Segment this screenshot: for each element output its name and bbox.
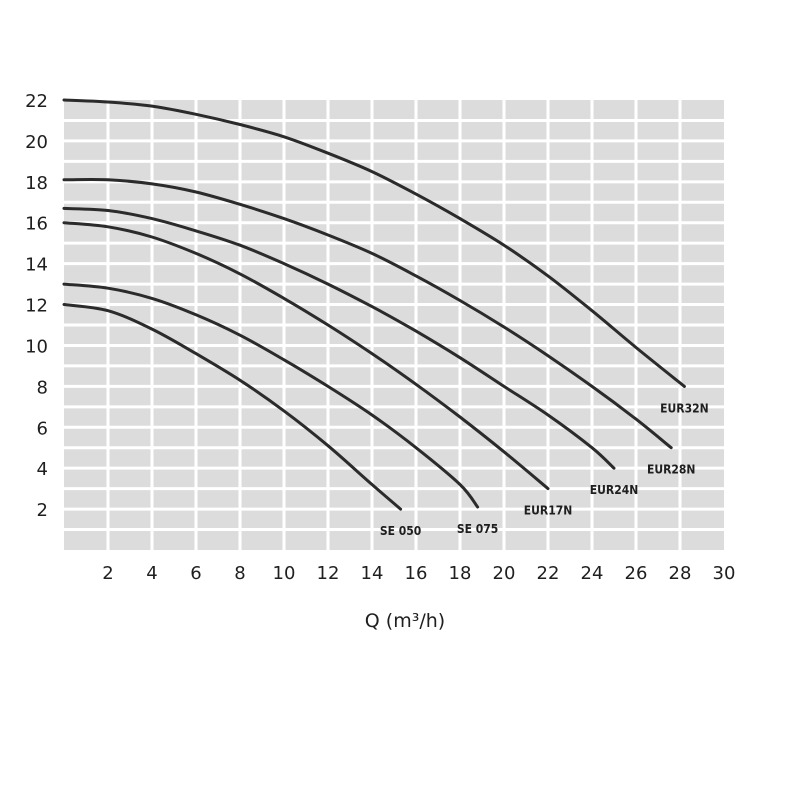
x-tick-label: 16 — [405, 563, 428, 584]
series-curves — [62, 98, 686, 511]
y-tick-label: 12 — [25, 296, 48, 317]
series-line-eur32n — [62, 98, 686, 388]
y-tick-label: 14 — [25, 255, 48, 276]
series-label: EUR17N — [524, 504, 573, 518]
x-tick-labels: 2 4 6 8 10 12 14 16 18 20 22 24 26 28 30 — [102, 563, 735, 584]
series-labels: SE 050 SE 075 EUR17N EUR24N EUR28N EUR32N — [380, 401, 709, 538]
series-label: EUR32N — [660, 401, 709, 415]
series-line-eur24n — [62, 206, 616, 470]
x-tick-label: 28 — [669, 563, 692, 584]
x-tick-label: 18 — [449, 563, 472, 584]
series-line-se-050 — [62, 303, 403, 511]
x-tick-label: 4 — [146, 563, 157, 584]
series-line-eur17n — [62, 221, 550, 491]
x-tick-label: 14 — [361, 563, 384, 584]
y-tick-label: 22 — [25, 91, 48, 112]
x-tick-label: 6 — [190, 563, 201, 584]
y-tick-label: 18 — [25, 173, 48, 194]
x-tick-label: 24 — [581, 563, 604, 584]
x-tick-label: 2 — [102, 563, 113, 584]
y-tick-label: 2 — [37, 500, 48, 521]
y-tick-label: 20 — [25, 132, 48, 153]
series-label: EUR28N — [647, 463, 696, 477]
series-label: SE 075 — [457, 522, 498, 536]
y-tick-labels: 2 4 6 8 10 12 14 16 18 20 22 — [25, 91, 48, 521]
y-tick-label: 16 — [25, 214, 48, 235]
y-tick-label: 10 — [25, 336, 48, 357]
x-tick-label: 22 — [537, 563, 560, 584]
series-label: EUR24N — [590, 483, 639, 497]
x-tick-label: 10 — [273, 563, 296, 584]
series-label: SE 050 — [380, 524, 421, 538]
series-line-se-075 — [62, 282, 480, 509]
y-tick-label: 6 — [37, 418, 48, 439]
x-axis-title: Q (m³/h) — [365, 610, 445, 632]
y-tick-label: 8 — [37, 377, 48, 398]
y-tick-label: 4 — [37, 459, 48, 480]
x-tick-label: 30 — [713, 563, 736, 584]
x-tick-label: 26 — [625, 563, 648, 584]
x-tick-label: 8 — [234, 563, 245, 584]
grid — [64, 100, 724, 550]
x-tick-label: 12 — [317, 563, 340, 584]
series-line-eur28n — [62, 177, 673, 450]
x-tick-label: 20 — [493, 563, 516, 584]
